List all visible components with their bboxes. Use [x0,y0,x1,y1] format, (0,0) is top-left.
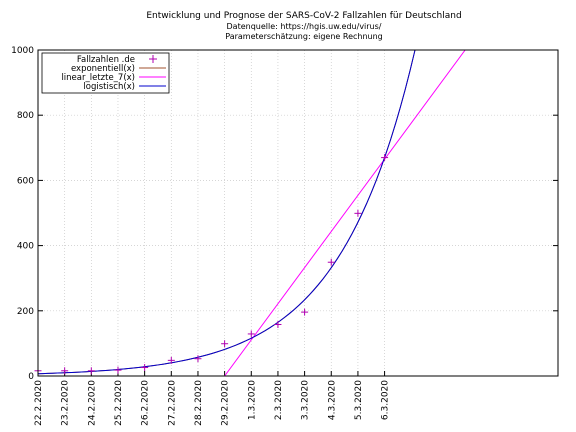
x-tick-label: 3.3.2020 [301,380,311,420]
x-tick-label: 23.2.2020 [61,380,71,426]
y-tick-label: 200 [17,307,34,317]
data-point [167,356,175,364]
y-tick-label: 0 [28,372,34,382]
x-tick-label: 6.3.2020 [381,380,391,420]
series-line-logistisch-x- [38,50,416,375]
series-line-linear-letzte-7-x- [224,50,466,376]
x-tick-label: 4.3.2020 [327,380,337,420]
y-tick-label: 800 [17,111,34,121]
x-tick-label: 25.2.2020 [114,380,124,426]
data-point [87,367,95,375]
data-point [301,308,309,316]
plot-frame [37,49,559,377]
legend-label-linear: linear_letzte_7(x) [61,73,135,83]
data-point [194,355,202,363]
x-tick-label: 5.3.2020 [354,380,364,420]
data-point [221,340,229,348]
data-point [61,367,69,375]
legend-label-fallzahlen: Fallzahlen .de [77,55,135,65]
legend: Fallzahlen .de exponentiell(x) linear_le… [41,52,170,94]
chart-subtitle-method: Parameterschätzung: eigene Rechnung [225,32,383,41]
x-tick-label: 26.2.2020 [141,380,151,426]
y-tick-label: 400 [17,242,34,252]
x-tick-label: 1.3.2020 [247,380,257,420]
data-point [381,154,389,162]
data-point [327,258,335,266]
x-tick-label: 28.2.2020 [194,380,204,426]
data-point [247,330,255,338]
x-axis: 22.2.2020 23.2.2020 24.2.2020 25.2.2020 26.2… [34,371,391,426]
legend-label-logistisch: logistisch(x) [83,82,135,92]
y-axis: 0 200 400 600 800 1000 [11,46,558,382]
x-tick-label: 24.2.2020 [87,380,97,426]
chart-subtitle-source: Datenquelle: https://hgis.uw.edu/virus/ [227,22,382,31]
chart-title: Entwicklung und Prognose der SARS-CoV-2 … [146,11,461,21]
legend-swatch-fallzahlen [149,55,157,63]
x-tick-label: 29.2.2020 [221,380,231,426]
y-tick-label: 1000 [11,46,34,56]
data-point [114,366,122,374]
data-point [354,209,362,217]
data-points [34,154,389,375]
data-point [274,320,282,328]
x-tick-label: 27.2.2020 [167,380,177,426]
grid [38,50,558,376]
x-tick-label: 22.2.2020 [34,380,44,426]
legend-label-exponentiell: exponentiell(x) [71,64,135,74]
series-lines [38,50,466,376]
data-point [141,364,149,372]
x-tick-label: 2.3.2020 [274,380,284,420]
y-tick-label: 600 [17,176,34,186]
